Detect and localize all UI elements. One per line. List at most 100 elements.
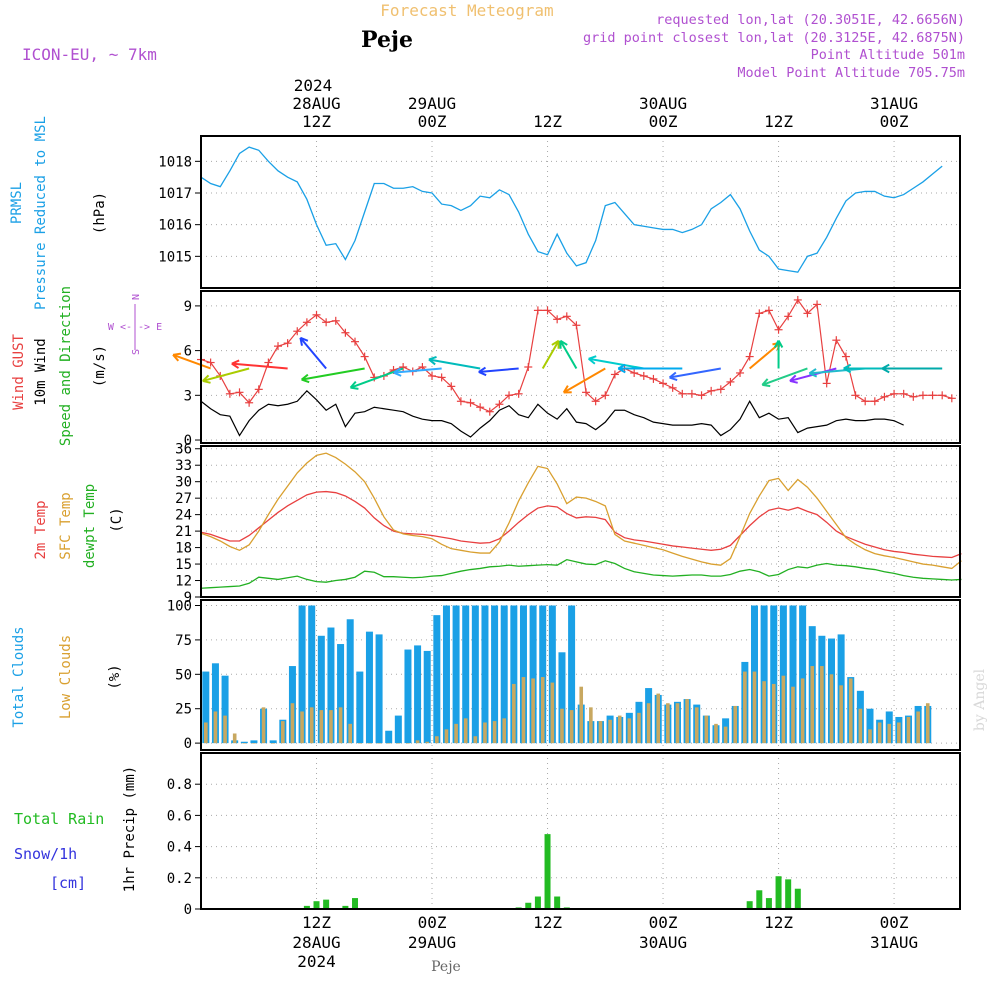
arrow-head xyxy=(300,373,309,381)
total-cloud-bar xyxy=(240,741,248,744)
arrow-shaft xyxy=(428,358,481,370)
low-cloud-bar xyxy=(261,707,266,744)
rain-bar xyxy=(525,902,532,909)
total-cloud-bar xyxy=(452,605,460,744)
arrow-shaft xyxy=(563,367,606,394)
gust-marker xyxy=(505,391,514,400)
gust-marker xyxy=(245,398,254,407)
low-cloud-bar xyxy=(848,678,853,744)
top-year-label: 2024 xyxy=(294,76,333,95)
total-cloud-bar xyxy=(558,652,566,744)
wind-direction-arrow xyxy=(300,367,365,384)
rain-bar xyxy=(785,879,792,909)
y-tick-label: 1016 xyxy=(158,218,192,234)
arrow-head xyxy=(808,368,817,375)
y-tick-label: 9 xyxy=(184,299,192,315)
arrow-head xyxy=(588,357,596,365)
gust-marker xyxy=(841,352,850,361)
gust-marker xyxy=(803,309,812,318)
series-10m-wind xyxy=(200,389,904,438)
total-cloud-bar xyxy=(308,605,316,744)
rain-bar xyxy=(554,896,561,909)
gust-marker xyxy=(485,407,494,416)
rain-bar xyxy=(746,901,753,909)
low-cloud-bar xyxy=(213,711,218,744)
total-cloud-bar xyxy=(327,627,335,744)
gust-marker xyxy=(755,309,764,318)
series-prmsl xyxy=(200,146,943,273)
gust-marker xyxy=(341,328,350,337)
arrow-head xyxy=(300,336,309,342)
low-cloud-bar xyxy=(483,722,487,744)
y-tick-label: 100 xyxy=(167,599,192,615)
gust-marker xyxy=(870,397,879,406)
arrow-shaft xyxy=(202,367,250,382)
panel-frame xyxy=(200,445,961,598)
wind-direction-arrow xyxy=(617,363,683,374)
total-cloud-bar xyxy=(404,649,412,744)
arrow-head xyxy=(789,379,798,384)
total-cloud-bar xyxy=(866,708,874,744)
gust-marker xyxy=(399,363,408,371)
wind-direction-arrow xyxy=(172,352,211,370)
arrow-head xyxy=(231,359,240,365)
arrow-head xyxy=(562,385,569,394)
low-cloud-bar xyxy=(810,666,815,744)
wind-direction-arrow xyxy=(668,367,721,382)
total-cloud-bar xyxy=(414,645,422,744)
model-label: ICON-EU, ~ 7km xyxy=(22,45,157,64)
low-clouds-label: Low Clouds xyxy=(58,635,74,719)
pressure-unit: (hPa) xyxy=(92,192,108,234)
watermark: by Angel xyxy=(972,668,988,731)
arrow-head xyxy=(301,378,310,384)
panel-frame xyxy=(200,135,961,289)
total-cloud-bar xyxy=(519,605,527,744)
bottom-hour-label: 00Z xyxy=(649,913,678,932)
arrow-shaft xyxy=(541,340,560,369)
total-cloud-bar xyxy=(481,605,489,744)
arrow-shaft xyxy=(231,362,288,370)
gust-marker xyxy=(360,352,369,361)
y-tick-label: 18 xyxy=(175,541,192,557)
y-tick-label: 0.4 xyxy=(167,840,192,856)
low-cloud-bar xyxy=(358,743,362,744)
gust-marker xyxy=(225,389,234,398)
gust-marker xyxy=(697,391,706,400)
y-tick-label: 1017 xyxy=(158,186,192,202)
low-cloud-bar xyxy=(781,675,786,744)
low-cloud-bar xyxy=(223,715,227,744)
total-cloud-bar xyxy=(442,605,450,744)
wind-direction-arrow xyxy=(428,355,481,370)
gust-marker xyxy=(764,306,773,315)
wind-direction-arrow xyxy=(562,367,606,394)
snow-unit-label: [cm] xyxy=(50,874,86,892)
y-tick-label: 0 xyxy=(184,736,192,752)
arrow-head xyxy=(669,376,678,382)
bottom-hour-label: 00Z xyxy=(418,913,447,932)
bottom-date-label: 29AUG xyxy=(408,933,456,952)
arrow-head xyxy=(350,386,359,390)
rain-bar xyxy=(352,898,359,909)
low-cloud-bar xyxy=(925,703,930,744)
arrow-head xyxy=(789,374,797,382)
rain-bar xyxy=(323,899,330,909)
gust-marker xyxy=(918,391,927,400)
arrow-shaft xyxy=(172,353,211,370)
low-cloud-bar xyxy=(396,743,401,744)
precip-axis-label: 1hr Precip (mm) xyxy=(122,766,138,892)
chart-title: Forecast Meteogram xyxy=(380,1,553,20)
series-dewpt-temp xyxy=(200,558,962,589)
y-tick-label: 24 xyxy=(175,508,192,524)
y-tick-label: 3 xyxy=(184,388,192,404)
arrow-shaft xyxy=(588,357,644,370)
low-cloud-bar xyxy=(598,721,603,744)
bottom-date-label: 31AUG xyxy=(870,933,918,952)
gust-marker xyxy=(351,337,360,346)
low-cloud-bar xyxy=(829,674,834,744)
low-cloud-bar xyxy=(762,681,766,744)
gust-marker xyxy=(476,403,485,412)
gust-marker xyxy=(524,363,533,371)
arrow-head xyxy=(202,374,210,382)
gust-marker xyxy=(736,368,745,377)
